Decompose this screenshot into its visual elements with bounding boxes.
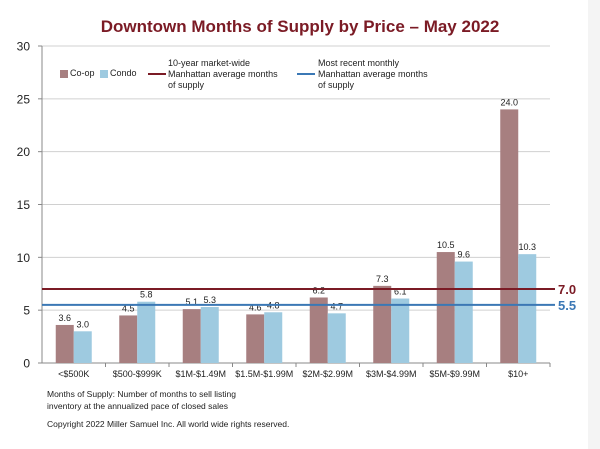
y-tick-label: 20 — [17, 145, 31, 159]
data-label: 24.0 — [500, 97, 518, 107]
x-tick-label: $1.5M-$1.99M — [235, 369, 293, 379]
bar-condo — [391, 298, 410, 363]
data-label: 5.3 — [203, 295, 216, 305]
x-tick-label: $1M-$1.49M — [175, 369, 226, 379]
bar-condo — [327, 313, 346, 363]
legend-line-ten-year — [148, 73, 166, 75]
footnote-line-1: Months of Supply: Number of months to se… — [47, 389, 236, 399]
data-label: 10.3 — [518, 242, 536, 252]
x-tick-label: $10+ — [508, 369, 528, 379]
data-label: 10.5 — [437, 240, 455, 250]
legend-label-condo: Condo — [110, 68, 137, 78]
bar-condo — [73, 331, 92, 363]
reference-line-label: 7.0 — [558, 282, 576, 297]
data-label: 4.7 — [330, 301, 343, 311]
legend-label-ten-year: 10-year market-wide Manhattan average mo… — [168, 58, 278, 90]
bar-coop — [246, 314, 265, 363]
y-tick-label: 0 — [23, 357, 30, 371]
bar-coop — [373, 285, 392, 363]
y-tick-label: 10 — [17, 251, 31, 265]
legend-label-recent: Most recent monthly Manhattan average mo… — [318, 58, 428, 90]
data-label: 4.5 — [122, 303, 135, 313]
data-label: 6.1 — [394, 287, 407, 297]
bar-coop — [182, 309, 201, 363]
x-tick-label: $2M-$2.99M — [302, 369, 353, 379]
data-label: 7.3 — [376, 274, 389, 284]
bar-coop — [500, 109, 519, 364]
reference-line-label: 5.5 — [558, 298, 576, 313]
data-label: 3.0 — [76, 319, 89, 329]
bar-coop — [309, 297, 328, 363]
data-label: 5.8 — [140, 290, 153, 300]
bar-coop — [436, 252, 455, 363]
legend-swatch-coop — [60, 70, 68, 78]
footnote-definition: Months of Supply: Number of months to se… — [47, 388, 236, 412]
legend-line-recent — [297, 73, 315, 75]
footnote-line-2: inventory at the annualized pace of clos… — [47, 401, 228, 411]
legend-label-coop: Co-op — [70, 68, 95, 78]
x-tick-label: $3M-$4.99M — [366, 369, 417, 379]
bar-condo — [200, 306, 219, 363]
x-tick-label: <$500K — [58, 369, 89, 379]
bar-coop — [119, 315, 138, 363]
bar-condo — [264, 312, 283, 363]
data-label: 9.6 — [457, 250, 470, 260]
data-label: 6.2 — [312, 285, 325, 295]
data-label: 4.6 — [249, 302, 262, 312]
legend-swatch-condo — [100, 70, 108, 78]
bar-condo — [518, 254, 537, 363]
y-tick-label: 30 — [17, 40, 31, 54]
y-tick-label: 15 — [17, 198, 31, 212]
y-tick-label: 25 — [17, 92, 31, 106]
y-tick-label: 5 — [23, 304, 30, 318]
data-label: 3.6 — [58, 313, 71, 323]
bar-condo — [137, 301, 156, 363]
bar-coop — [55, 324, 74, 363]
chart-title: Downtown Months of Supply by Price – May… — [100, 17, 500, 36]
x-tick-label: $500-$999K — [113, 369, 162, 379]
data-label: 5.1 — [185, 297, 198, 307]
bar-condo — [454, 261, 473, 363]
copyright: Copyright 2022 Miller Samuel Inc. All wo… — [47, 419, 290, 429]
x-tick-label: $5M-$9.99M — [429, 369, 480, 379]
